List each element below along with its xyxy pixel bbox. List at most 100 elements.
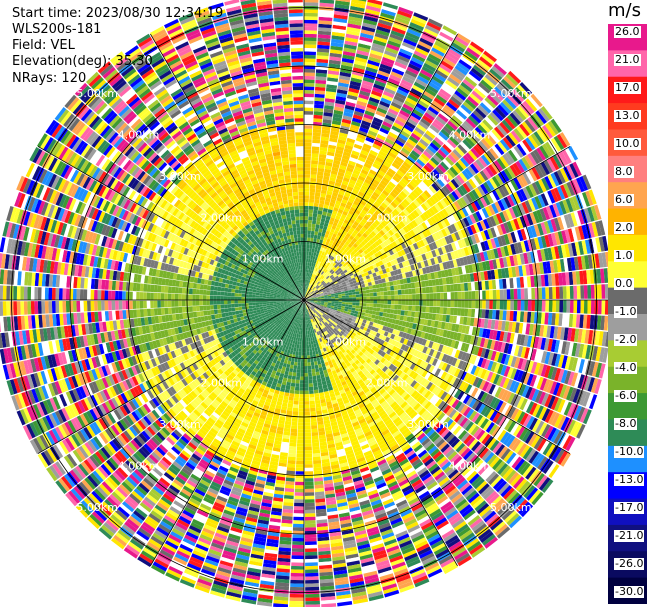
velocity-gate (419, 138, 429, 148)
velocity-gate (414, 217, 421, 226)
velocity-gate (437, 34, 452, 45)
velocity-gate (328, 259, 333, 264)
velocity-gate (315, 86, 326, 91)
velocity-gate (385, 231, 392, 239)
velocity-gate (333, 17, 348, 24)
velocity-gate (356, 300, 360, 303)
velocity-gate (308, 251, 312, 256)
velocity-gate (367, 130, 378, 137)
velocity-gate (385, 238, 392, 245)
velocity-gate (418, 120, 429, 130)
velocity-gate (388, 77, 400, 86)
velocity-gate (464, 136, 476, 147)
velocity-gate (372, 307, 377, 312)
velocity-gate (479, 196, 488, 208)
velocity-gate (531, 300, 536, 312)
velocity-gate (426, 300, 430, 307)
velocity-gate (352, 188, 360, 194)
velocity-gate (466, 73, 480, 85)
velocity-gate (390, 178, 399, 186)
velocity-gate (380, 192, 388, 200)
velocity-gate (412, 84, 424, 94)
velocity-gate (484, 97, 497, 109)
velocity-gate (340, 64, 353, 71)
velocity-gate (422, 150, 433, 160)
velocity-gate (313, 252, 317, 257)
velocity-gate (307, 292, 311, 295)
velocity-gate (590, 300, 595, 314)
velocity-gate (403, 144, 413, 153)
velocity-gate (525, 98, 538, 112)
velocity-gate (470, 67, 484, 79)
velocity-gate (398, 300, 402, 305)
velocity-gate (313, 271, 317, 275)
velocity-gate (391, 300, 395, 305)
velocity-gate (356, 49, 370, 57)
velocity-gate (394, 16, 410, 25)
velocity-gate (333, 14, 348, 20)
velocity-gate (363, 238, 369, 244)
velocity-gate (453, 112, 465, 123)
velocity-gate (372, 310, 377, 315)
velocity-gate (368, 185, 376, 192)
velocity-gate (519, 82, 533, 96)
velocity-gate (305, 283, 307, 287)
velocity-gate (379, 308, 384, 313)
velocity-gate (509, 164, 519, 177)
velocity-gate (355, 294, 360, 298)
velocity-gate (343, 248, 348, 254)
velocity-gate (378, 182, 386, 190)
velocity-gate (327, 151, 335, 157)
velocity-gate (489, 68, 503, 81)
velocity-gate (436, 134, 447, 144)
velocity-gate (389, 104, 401, 113)
velocity-gate (309, 276, 312, 281)
velocity-gate (409, 212, 417, 220)
velocity-gate (450, 284, 455, 292)
velocity-gate (307, 262, 310, 266)
velocity-gate (321, 129, 331, 135)
velocity-gate (382, 160, 392, 168)
velocity-gate (349, 80, 362, 87)
velocity-gate (400, 164, 410, 172)
velocity-gate (308, 287, 311, 292)
velocity-gate (527, 135, 539, 149)
velocity-gate (432, 168, 442, 178)
velocity-gate (323, 283, 327, 287)
velocity-gate (351, 120, 361, 127)
velocity-gate (467, 203, 476, 214)
velocity-gate (397, 153, 407, 161)
velocity-gate (387, 168, 396, 176)
velocity-gate (440, 219, 447, 228)
velocity-gate (389, 191, 398, 199)
velocity-gate (314, 104, 324, 109)
velocity-gate (559, 300, 564, 313)
velocity-gate (355, 137, 365, 143)
velocity-gate (355, 240, 361, 246)
velocity-gate (304, 255, 307, 259)
velocity-gate (431, 47, 445, 57)
velocity-gate (456, 199, 465, 209)
velocity-gate (445, 183, 454, 193)
velocity-gate (308, 205, 314, 210)
velocity-gate (351, 307, 356, 311)
velocity-gate (470, 202, 479, 212)
velocity-gate (310, 290, 314, 293)
velocity-gate (310, 277, 313, 281)
velocity-gate (336, 89, 348, 95)
velocity-gate (437, 113, 449, 123)
velocity-gate (328, 285, 333, 289)
velocity-gate (331, 284, 336, 288)
velocity-gate (387, 295, 392, 300)
velocity-gate (423, 201, 431, 209)
velocity-gate (497, 141, 508, 153)
velocity-gate (355, 308, 359, 312)
velocity-gate (325, 197, 331, 203)
velocity-gate (372, 42, 386, 50)
velocity-gate (313, 107, 324, 112)
velocity-gate (306, 276, 308, 280)
velocity-gate (311, 291, 315, 295)
velocity-gate (445, 51, 460, 62)
velocity-gate (358, 175, 366, 182)
velocity-gate (317, 44, 330, 50)
